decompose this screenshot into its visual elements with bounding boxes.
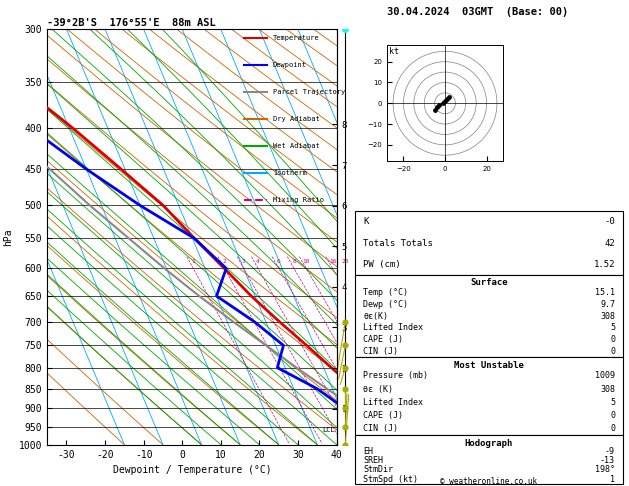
Text: 308: 308 [600,384,615,394]
Point [434,102,444,109]
Text: 30.04.2024  03GMT  (Base: 00): 30.04.2024 03GMT (Base: 00) [387,7,569,17]
Text: θε (K): θε (K) [363,384,393,394]
Text: 0: 0 [610,347,615,356]
Text: K: K [363,217,369,226]
Text: CIN (J): CIN (J) [363,347,398,356]
Text: kt: kt [389,47,399,56]
Text: PW (cm): PW (cm) [363,260,401,269]
Text: 1: 1 [191,259,195,264]
Text: Wet Adiabat: Wet Adiabat [273,143,320,149]
Text: 2: 2 [223,259,226,264]
Point [340,342,350,349]
Point [442,95,452,103]
Text: -9: -9 [605,447,615,456]
Bar [355,211,623,275]
Point [440,97,450,105]
Text: Totals Totals: Totals Totals [363,239,433,247]
Bar [355,357,623,435]
Text: StmSpd (kt): StmSpd (kt) [363,474,418,484]
Text: SREH: SREH [363,456,383,465]
Text: 198°: 198° [595,466,615,474]
Text: Lifted Index: Lifted Index [363,398,423,407]
Text: 1: 1 [610,474,615,484]
Text: Surface: Surface [470,278,508,288]
X-axis label: Dewpoint / Temperature (°C): Dewpoint / Temperature (°C) [113,465,271,475]
Text: 9.7: 9.7 [600,300,615,309]
Text: -0: -0 [604,217,615,226]
Text: -39°2B'S  176°55'E  88m ASL: -39°2B'S 176°55'E 88m ASL [47,18,216,28]
Text: 3: 3 [242,259,246,264]
Point [438,100,448,107]
Text: EH: EH [363,447,373,456]
Point [340,385,350,393]
Point [340,318,350,326]
Text: 0: 0 [610,335,615,344]
Text: Temperature: Temperature [273,35,320,41]
Text: CAPE (J): CAPE (J) [363,411,403,420]
Text: 5: 5 [610,398,615,407]
Text: Dewp (°C): Dewp (°C) [363,300,408,309]
Text: Mixing Ratio: Mixing Ratio [273,197,324,203]
Text: CIN (J): CIN (J) [363,424,398,433]
Bar [355,275,623,357]
Text: 0: 0 [610,411,615,420]
Text: Pressure (mb): Pressure (mb) [363,371,428,381]
Text: 15.1: 15.1 [595,288,615,297]
Y-axis label: km
ASL: km ASL [364,237,379,256]
Point [340,25,350,33]
Y-axis label: hPa: hPa [3,228,13,246]
Text: Lifted Index: Lifted Index [363,323,423,332]
Text: θε(K): θε(K) [363,312,388,321]
Text: Temp (°C): Temp (°C) [363,288,408,297]
Text: 16: 16 [329,259,337,264]
Text: 5: 5 [610,323,615,332]
Text: 10: 10 [303,259,310,264]
Point [430,105,440,113]
Text: 42: 42 [604,239,615,247]
Text: 4: 4 [256,259,260,264]
Text: CAPE (J): CAPE (J) [363,335,403,344]
Text: -13: -13 [600,456,615,465]
Text: 6: 6 [277,259,281,264]
Text: 20: 20 [342,259,349,264]
Point [340,404,350,412]
Text: Hodograph: Hodograph [465,439,513,448]
Text: © weatheronline.co.uk: © weatheronline.co.uk [440,477,538,486]
Text: Isotherm: Isotherm [273,171,307,176]
Text: Dry Adiabat: Dry Adiabat [273,116,320,122]
Point [444,93,454,101]
Text: 8: 8 [292,259,296,264]
Text: 1009: 1009 [595,371,615,381]
Point [340,423,350,431]
Text: 1.52: 1.52 [594,260,615,269]
Point [431,104,442,111]
Text: StmDir: StmDir [363,466,393,474]
Text: 0: 0 [610,424,615,433]
Point [340,364,350,372]
Text: Dewpoint: Dewpoint [273,62,307,69]
Text: Parcel Trajectory: Parcel Trajectory [273,89,345,95]
Text: Most Unstable: Most Unstable [454,361,524,370]
Point [340,441,350,449]
Text: 308: 308 [600,312,615,321]
Bar [355,435,623,484]
Text: LCL: LCL [322,427,335,433]
